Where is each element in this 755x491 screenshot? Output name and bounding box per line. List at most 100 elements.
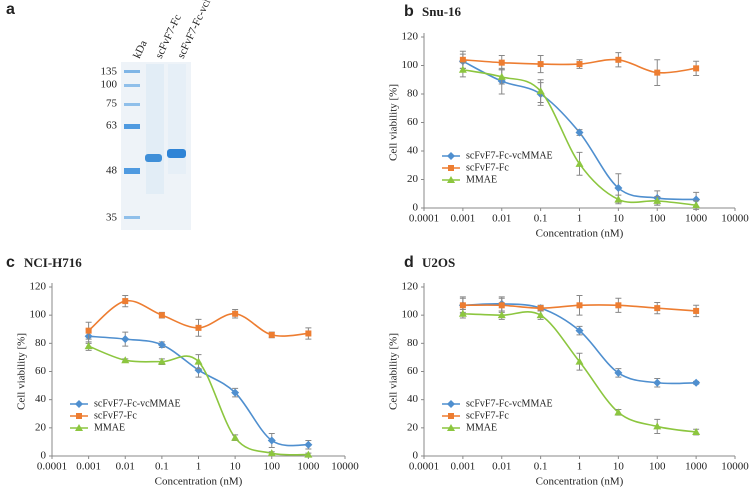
marker [614, 368, 623, 377]
x-tick-label: 0.0001 [409, 213, 439, 225]
legend-marker [76, 413, 82, 419]
x-tick-label: 10000 [331, 461, 359, 473]
marker [654, 305, 661, 312]
marker [614, 184, 623, 193]
ladder-band [124, 103, 140, 106]
x-tick-label: 100 [264, 461, 281, 473]
x-tick-label: 0.001 [451, 461, 476, 473]
marker [576, 302, 583, 309]
x-tick-label: 0.01 [116, 461, 135, 473]
y-tick-label: 120 [30, 281, 47, 293]
marker [575, 357, 584, 365]
legend-label: scFvF7-Fc-vcMMAE [94, 398, 181, 409]
legend-marker [448, 165, 454, 171]
x-tick-label: 1 [196, 461, 202, 473]
x-tick-label: 1 [577, 461, 583, 473]
marker [458, 309, 467, 317]
panel-title: NCI-H716 [24, 255, 82, 270]
gel-smear [168, 64, 186, 174]
ladder-band [124, 168, 140, 174]
y-tick-label: 40 [407, 145, 419, 157]
y-tick-label: 100 [402, 309, 419, 321]
marker [614, 408, 623, 416]
legend-label: scFvF7-Fc [94, 410, 137, 421]
x-tick-label: 0.01 [492, 213, 511, 225]
marker-label: 135 [101, 66, 118, 78]
x-axis-label: Concentration (nM) [536, 228, 624, 240]
marker [157, 340, 166, 349]
marker [498, 59, 505, 66]
lane-label: kDa [131, 39, 150, 61]
marker [304, 440, 313, 449]
marker [615, 302, 622, 309]
legend-label: scFvF7-Fc-vcMMAE [466, 398, 553, 409]
legend-label: MMAE [466, 422, 497, 433]
marker [458, 65, 467, 73]
marker [195, 324, 202, 331]
marker [194, 366, 203, 375]
legend-label: scFvF7-Fc-vcMMAE [466, 150, 553, 161]
y-tick-label: 80 [35, 337, 47, 349]
x-tick-label: 10 [613, 213, 625, 225]
marker [304, 450, 313, 458]
marker [498, 302, 505, 309]
marker [497, 311, 506, 319]
x-tick-label: 1000 [685, 213, 708, 225]
y-tick-label: 0 [41, 450, 47, 462]
panel-letter: b [404, 3, 414, 20]
marker [575, 326, 584, 335]
ladder-band [124, 124, 140, 129]
x-axis-label: Concentration (nM) [155, 476, 243, 488]
y-tick-label: 120 [402, 31, 419, 43]
marker [615, 56, 622, 63]
x-tick-label: 0.001 [76, 461, 101, 473]
legend-label: MMAE [466, 174, 497, 185]
x-tick-label: 10000 [721, 461, 749, 473]
panel-letter: a [6, 1, 15, 18]
marker [231, 433, 240, 441]
marker [692, 201, 701, 209]
gel-band [167, 149, 186, 158]
y-tick-label: 100 [30, 309, 47, 321]
y-tick-label: 60 [407, 116, 419, 128]
y-tick-label: 80 [407, 88, 419, 100]
legend-marker [75, 400, 83, 408]
marker [537, 61, 544, 68]
marker [121, 356, 130, 364]
marker [459, 302, 466, 309]
marker [194, 357, 203, 365]
marker [267, 436, 276, 445]
marker [576, 61, 583, 68]
lane-label: scFvF7-Fc-vcMMAE [175, 0, 226, 60]
legend-marker [447, 152, 455, 160]
marker [693, 307, 700, 314]
legend-label: MMAE [94, 422, 125, 433]
marker [692, 378, 701, 387]
marker [267, 449, 276, 457]
marker [157, 357, 166, 365]
x-tick-label: 1000 [297, 461, 320, 473]
legend-label: scFvF7-Fc [466, 410, 509, 421]
marker [653, 422, 662, 430]
marker [122, 298, 129, 305]
panel-letter: d [404, 254, 414, 271]
x-tick-label: 100 [649, 213, 666, 225]
panel-title: U2OS [422, 255, 455, 270]
x-tick-label: 1 [577, 213, 583, 225]
marker [268, 331, 275, 338]
marker [305, 330, 312, 337]
x-tick-label: 0.01 [492, 461, 511, 473]
marker [536, 87, 545, 95]
marker-label: 75 [106, 98, 118, 110]
panel-title: Snu-16 [422, 4, 462, 19]
marker-label: 48 [106, 165, 118, 177]
legend-marker [448, 413, 454, 419]
marker [575, 159, 584, 167]
marker [692, 195, 701, 204]
marker [692, 428, 701, 436]
marker [614, 195, 623, 203]
y-tick-label: 40 [407, 393, 419, 405]
marker-label: 100 [101, 79, 118, 91]
y-tick-label: 40 [35, 393, 47, 405]
marker [231, 388, 240, 397]
